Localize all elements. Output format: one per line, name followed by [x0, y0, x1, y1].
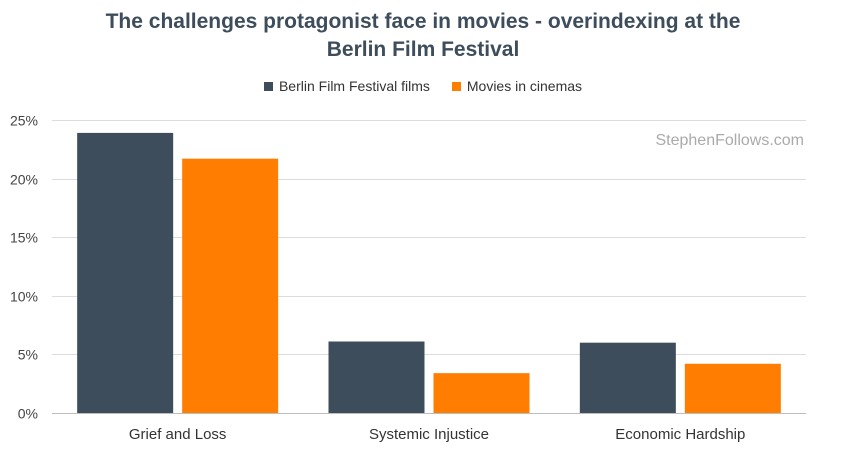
chart-title: The challenges protagonist face in movie… [0, 8, 846, 64]
legend-label-cinemas: Movies in cinemas [466, 78, 583, 94]
y-tick-label: 5% [18, 347, 38, 363]
legend-swatch-cinemas [451, 81, 461, 91]
legend-label-berlin: Berlin Film Festival films [278, 78, 430, 94]
y-tick-label: 25% [10, 113, 38, 129]
y-tick-label: 15% [10, 230, 38, 246]
watermark: StephenFollows.com [655, 132, 804, 149]
legend-item-cinemas: Movies in cinemas [451, 78, 583, 94]
bar-cinemas-0 [182, 158, 279, 413]
chart-title-line-1: The challenges protagonist face in movie… [105, 10, 741, 33]
bar-berlin-2 [579, 342, 676, 413]
x-category-label: Grief and Loss [129, 426, 227, 443]
legend-item-berlin: Berlin Film Festival films [263, 78, 430, 94]
chart-title-line-2: Berlin Film Festival [326, 38, 520, 61]
chart-legend: Berlin Film Festival films Movies in cin… [0, 78, 846, 94]
x-category-label: Economic Hardship [615, 426, 745, 443]
bar-berlin-0 [77, 132, 174, 413]
legend-swatch-berlin [263, 81, 273, 91]
bar-cinemas-2 [684, 363, 781, 413]
bar-cinemas-1 [433, 373, 530, 413]
y-tick-label: 10% [10, 289, 38, 305]
y-tick-label: 20% [10, 172, 38, 188]
y-tick-label: 0% [18, 406, 38, 422]
x-category-label: Systemic Injustice [369, 426, 489, 443]
bar-berlin-1 [328, 341, 425, 413]
